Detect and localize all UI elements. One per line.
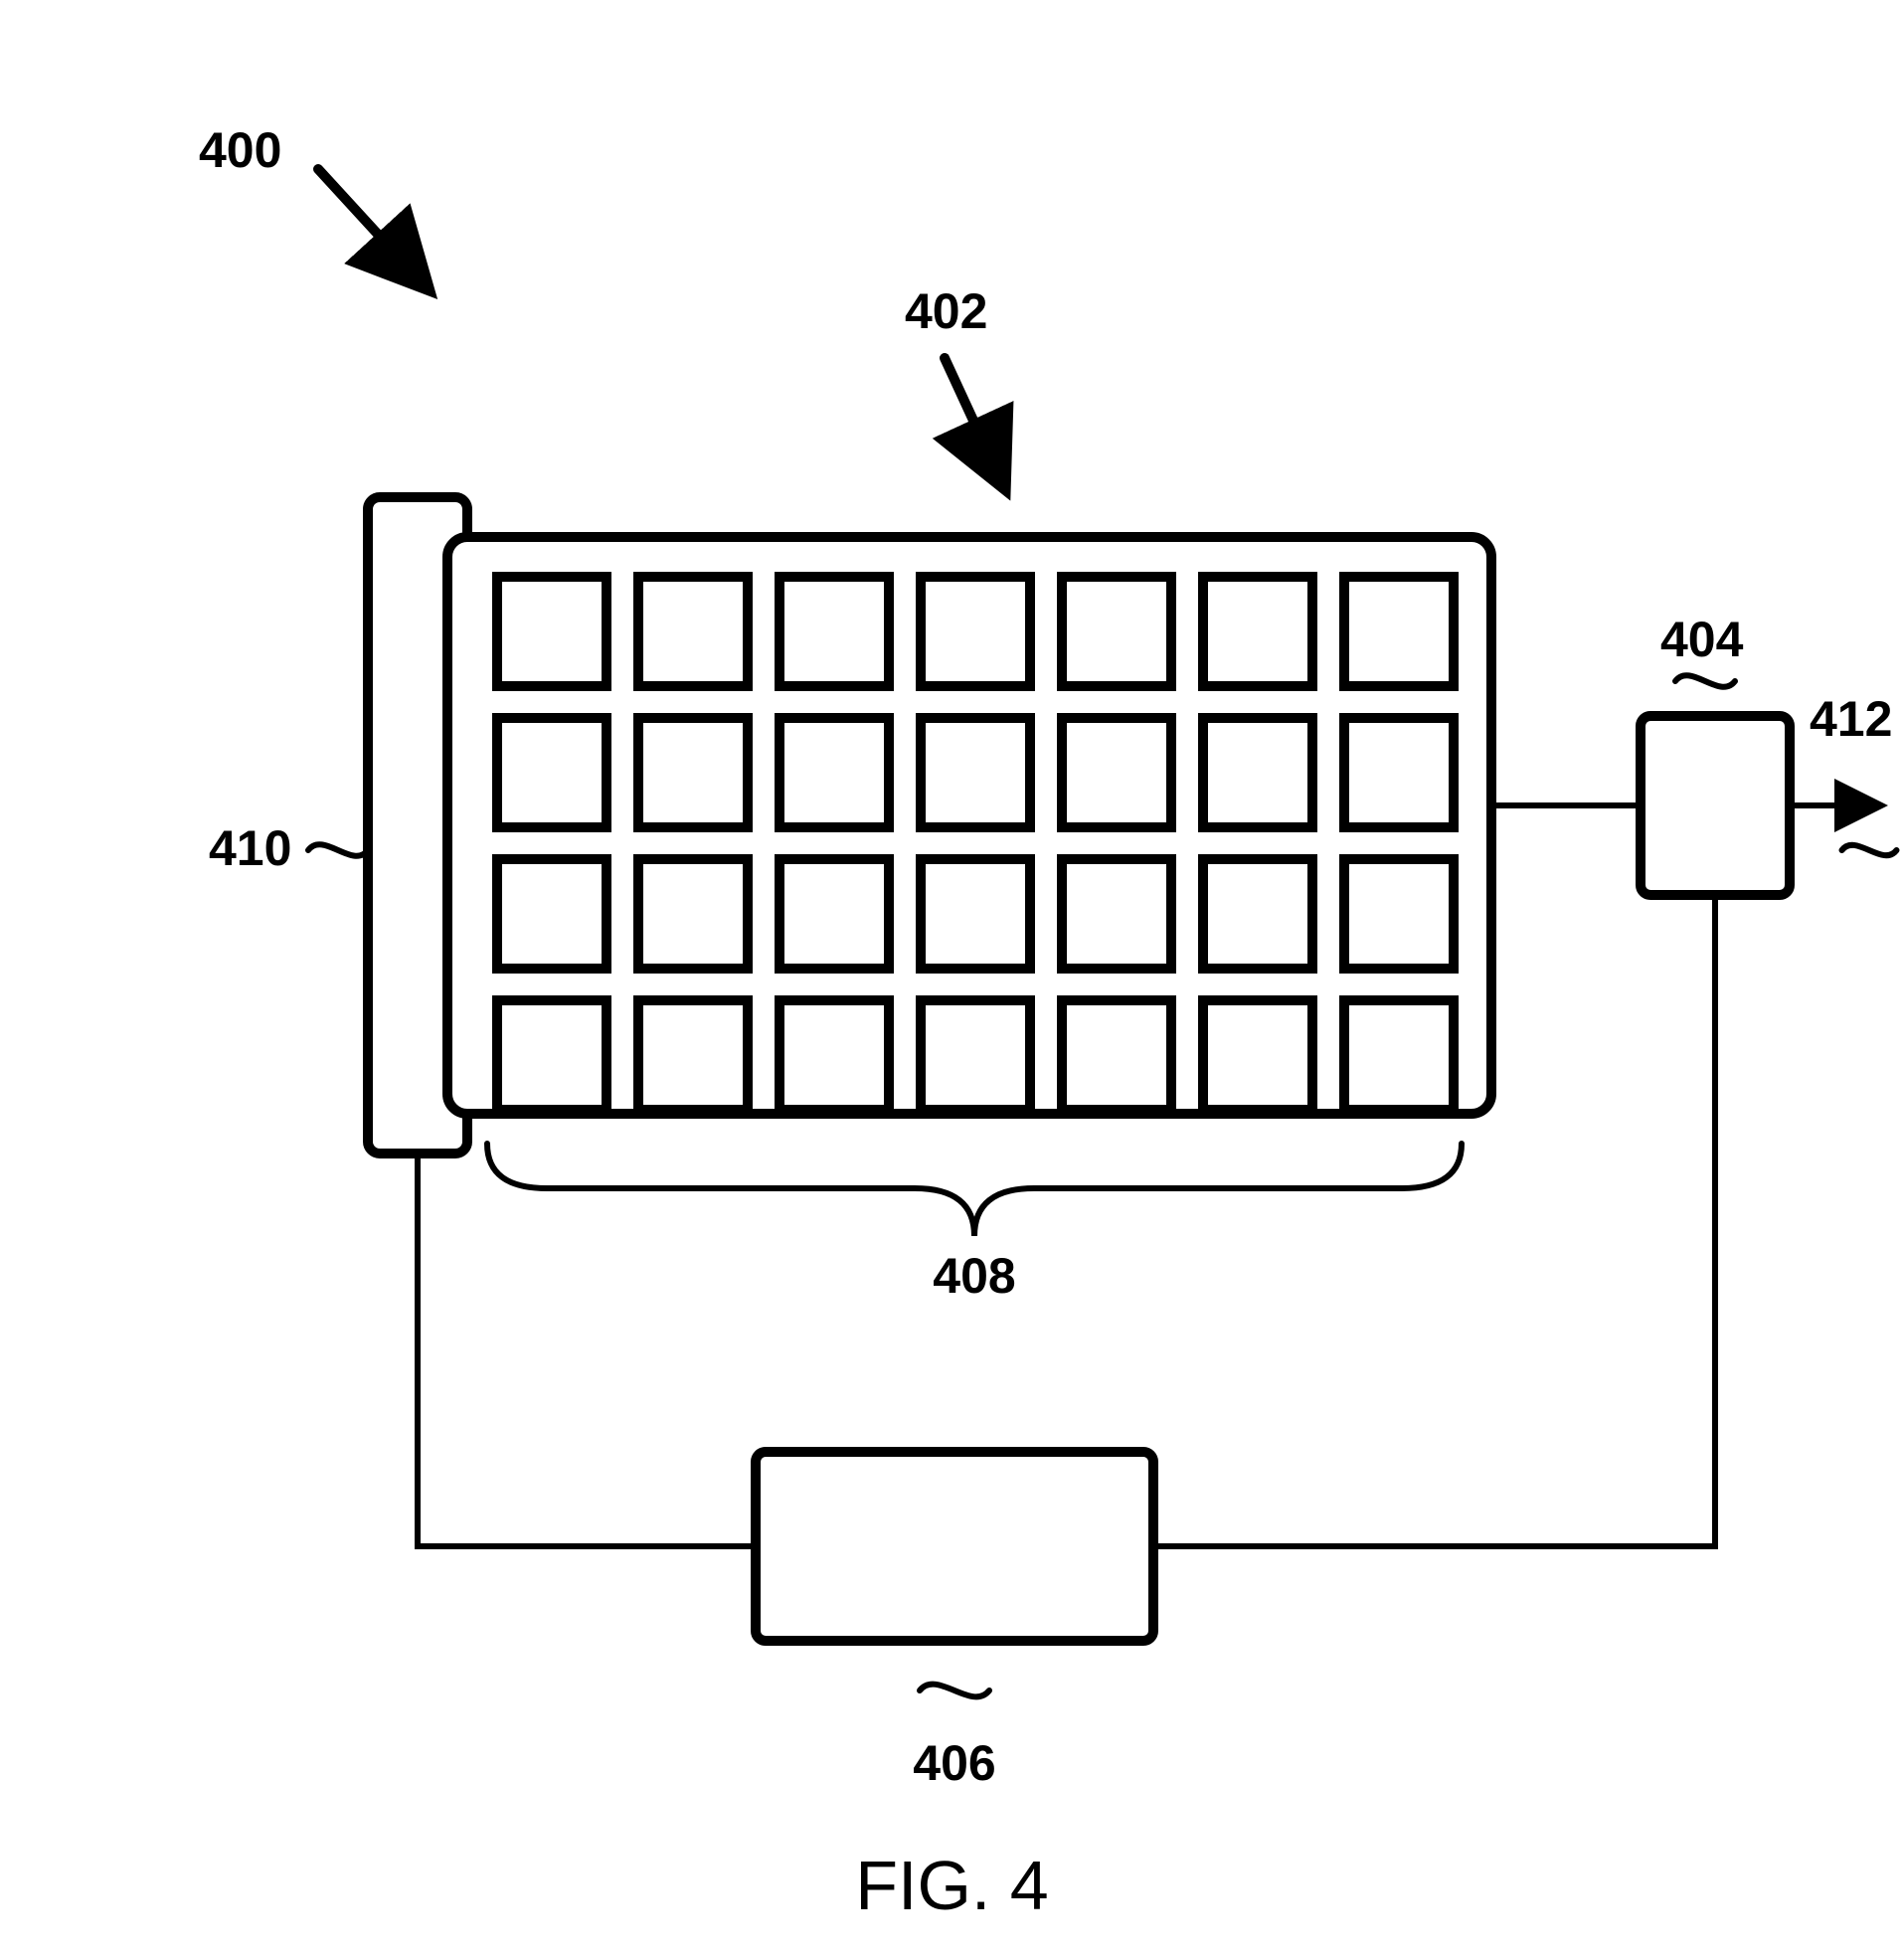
- pointer-402: [945, 358, 1004, 487]
- wire-410-to-406: [418, 1154, 756, 1546]
- label-410: 410: [209, 820, 291, 876]
- brace-408: [487, 1144, 1462, 1236]
- label-400: 400: [199, 122, 281, 178]
- label-402: 402: [905, 283, 987, 339]
- lead-404: [1675, 675, 1735, 687]
- block-404: [1641, 716, 1790, 895]
- label-404: 404: [1660, 612, 1744, 667]
- figure-caption: FIG. 4: [855, 1847, 1048, 1924]
- label-406: 406: [913, 1735, 995, 1791]
- label-408: 408: [933, 1248, 1015, 1304]
- lead-406: [920, 1685, 989, 1697]
- lead-412: [1842, 845, 1897, 855]
- pointer-400: [318, 169, 428, 288]
- lead-410: [308, 844, 368, 856]
- block-406: [756, 1452, 1153, 1641]
- label-412: 412: [1810, 691, 1892, 747]
